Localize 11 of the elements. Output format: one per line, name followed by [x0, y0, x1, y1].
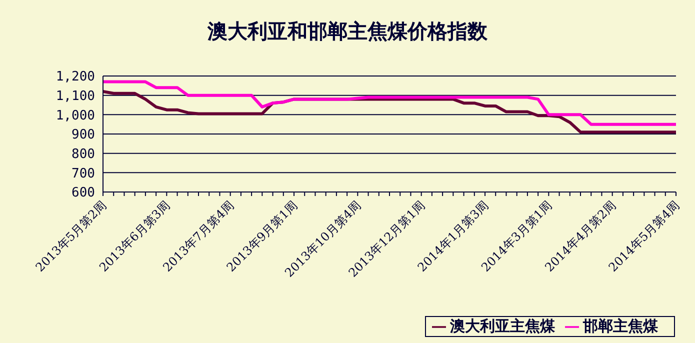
line-series: [102, 80, 678, 126]
y-tick-label: 600: [72, 186, 95, 201]
y-tick-label: 800: [72, 146, 95, 162]
chart-title: 澳大利亚和邯郸主焦煤价格指数: [206, 18, 488, 45]
legend-label: 邯郸主焦煤: [583, 317, 658, 335]
legend-label: 澳大利亚主焦煤: [450, 317, 555, 335]
y-tick-label: 1,100: [56, 88, 95, 104]
y-tick-label: 700: [72, 166, 95, 182]
y-tick-label: 1,000: [56, 108, 95, 124]
y-tick-label: 1,200: [56, 70, 95, 85]
y-tick-label: 900: [72, 128, 95, 143]
